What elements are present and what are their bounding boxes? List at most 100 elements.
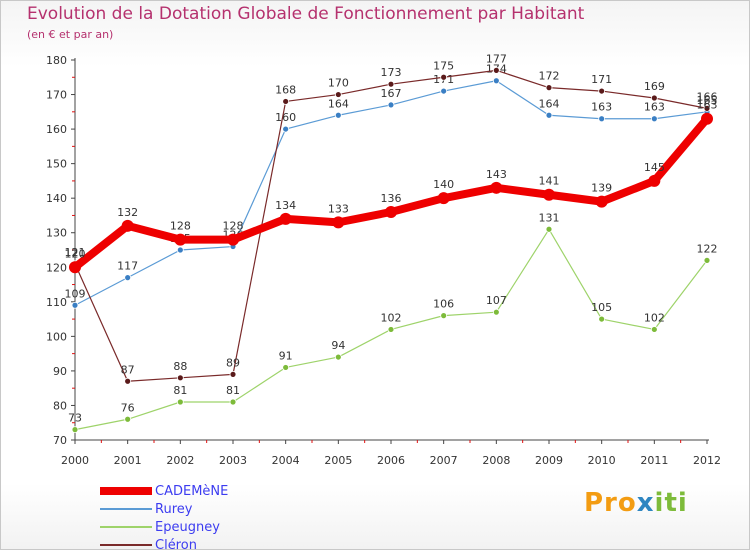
data-point-cadem-ne — [332, 216, 345, 229]
data-point-epeugney — [176, 398, 184, 406]
data-label-epeugney: 105 — [591, 301, 612, 314]
data-point-cl-ron — [703, 104, 711, 112]
x-tick-label: 2002 — [166, 454, 194, 467]
data-point-cadem-ne — [648, 174, 661, 187]
data-point-epeugney — [440, 312, 448, 320]
data-point-cadem-ne — [227, 233, 239, 246]
data-point-rurey — [124, 274, 132, 282]
data-point-rurey — [440, 87, 448, 95]
y-tick-label: 80 — [53, 399, 67, 412]
data-point-cl-ron — [334, 91, 342, 98]
data-label-epeugney: 76 — [121, 401, 135, 414]
data-point-cadem-ne — [121, 219, 134, 232]
data-point-rurey — [71, 301, 79, 309]
data-label-epeugney: 81 — [226, 384, 240, 397]
data-label-cl-ron: 168 — [275, 83, 296, 96]
data-point-cadem-ne — [701, 112, 713, 125]
data-point-cl-ron — [282, 98, 290, 105]
data-point-cadem-ne — [543, 188, 555, 201]
x-tick-label: 2003 — [219, 454, 247, 467]
data-label-epeugney: 131 — [539, 211, 560, 224]
legend-swatch — [100, 487, 152, 495]
y-tick-label: 90 — [53, 365, 67, 378]
data-point-cl-ron — [176, 374, 184, 382]
data-label-cadem-ne: 145 — [644, 161, 665, 174]
data-point-rurey — [598, 115, 606, 123]
data-point-epeugney — [492, 308, 500, 316]
data-label-rurey: 109 — [65, 287, 86, 300]
x-tick-label: 2000 — [61, 454, 89, 467]
data-label-cl-ron: 172 — [539, 70, 560, 83]
legend-item: CADEMèNE — [100, 483, 229, 499]
data-label-cadem-ne: 140 — [433, 178, 454, 191]
data-label-epeugney: 106 — [433, 298, 454, 311]
data-label-cl-ron: 87 — [121, 363, 135, 376]
data-point-cl-ron — [387, 80, 395, 88]
data-label-cadem-ne: 143 — [486, 168, 507, 181]
data-point-cl-ron — [492, 66, 500, 74]
x-tick-label: 2007 — [430, 454, 458, 467]
data-point-cadem-ne — [490, 181, 503, 194]
data-label-cadem-ne: 134 — [275, 199, 296, 212]
data-point-epeugney — [282, 364, 290, 371]
data-label-cadem-ne: 128 — [170, 220, 191, 233]
data-label-cl-ron: 175 — [433, 59, 454, 72]
data-label-rurey: 164 — [328, 97, 349, 110]
data-label-rurey: 164 — [539, 97, 560, 110]
data-label-epeugney: 102 — [381, 311, 402, 324]
x-tick-label: 2009 — [535, 454, 563, 467]
data-point-cadem-ne — [437, 192, 450, 205]
data-label-rurey: 117 — [117, 260, 138, 273]
data-label-epeugney: 91 — [279, 349, 293, 362]
data-label-rurey: 163 — [591, 101, 612, 114]
data-label-rurey: 165 — [697, 94, 718, 107]
x-tick-label: 2005 — [324, 454, 352, 467]
data-point-epeugney — [545, 225, 553, 233]
legend-item: Cléron — [100, 537, 197, 553]
proxiti-logo: Proxiti — [584, 488, 688, 518]
data-point-rurey — [387, 101, 395, 109]
legend-label: CADEMèNE — [155, 483, 229, 499]
y-tick-label: 150 — [46, 158, 67, 171]
data-point-epeugney — [124, 415, 132, 423]
data-point-cl-ron — [229, 370, 237, 378]
data-label-rurey: 167 — [381, 87, 402, 100]
data-label-cl-ron: 89 — [226, 356, 240, 369]
data-label-cl-ron: 170 — [328, 77, 349, 90]
y-tick-label: 180 — [46, 54, 67, 67]
data-label-cl-ron: 171 — [591, 73, 612, 86]
data-label-cl-ron: 121 — [65, 246, 86, 259]
data-point-rurey — [492, 77, 500, 85]
chart-title: Evolution de la Dotation Globale de Fonc… — [27, 4, 585, 24]
legend-item: Epeugney — [100, 520, 220, 535]
x-tick-label: 2008 — [482, 454, 510, 467]
y-tick-label: 70 — [53, 434, 67, 447]
data-label-cl-ron: 88 — [173, 360, 187, 373]
data-point-cl-ron — [598, 87, 606, 95]
legend-swatch — [100, 508, 152, 510]
data-point-epeugney — [229, 398, 237, 406]
data-label-cadem-ne: 136 — [381, 192, 402, 205]
data-point-rurey — [282, 125, 290, 133]
data-point-epeugney — [387, 326, 395, 333]
data-label-cl-ron: 177 — [486, 52, 507, 65]
data-label-epeugney: 107 — [486, 294, 507, 307]
y-tick-label: 130 — [46, 227, 67, 240]
legend-swatch — [100, 544, 152, 546]
data-point-rurey — [650, 115, 658, 123]
data-label-epeugney: 94 — [331, 339, 345, 352]
y-tick-label: 110 — [46, 296, 67, 309]
data-label-epeugney: 81 — [173, 384, 187, 397]
data-label-rurey: 163 — [644, 101, 665, 114]
chart-subtitle: (en € et par an) — [27, 28, 114, 41]
data-label-cadem-ne: 139 — [591, 182, 612, 195]
legend-label: Cléron — [155, 537, 197, 553]
data-label-cadem-ne: 132 — [117, 206, 138, 219]
x-tick-label: 2004 — [272, 454, 300, 467]
y-tick-label: 170 — [46, 89, 67, 102]
data-label-cadem-ne: 133 — [328, 202, 349, 215]
y-tick-label: 140 — [46, 192, 67, 205]
data-label-epeugney: 122 — [697, 242, 718, 255]
data-point-epeugney — [598, 315, 606, 323]
